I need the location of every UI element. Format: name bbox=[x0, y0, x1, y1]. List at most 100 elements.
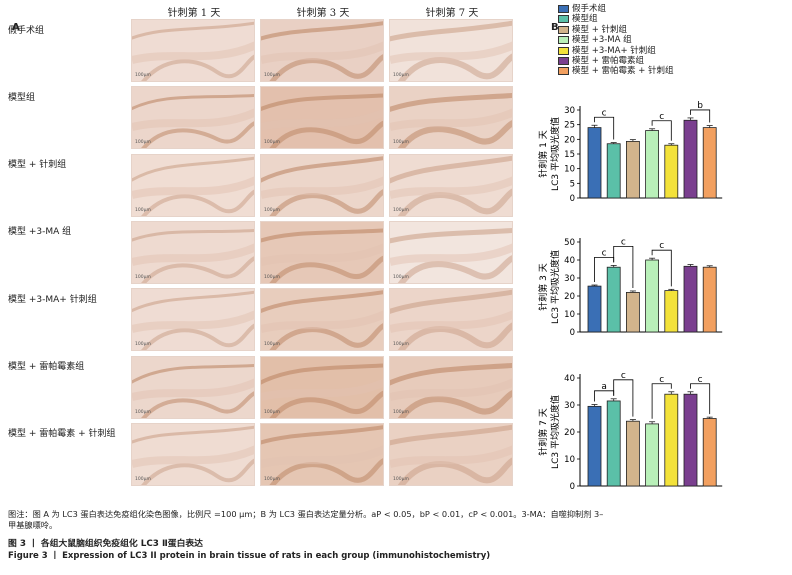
y-tick-label: 5 bbox=[570, 179, 575, 189]
figure-title-cn: 图 3 丨 各组大鼠脑组织免疫组化 LC3 Ⅱ蛋白表达 bbox=[8, 539, 203, 549]
micrograph-tile: 100μm bbox=[260, 153, 384, 217]
bar bbox=[683, 119, 698, 199]
micrograph-tile: 100μm bbox=[131, 288, 255, 352]
scale-bar-label: 100μm bbox=[135, 342, 151, 348]
bar bbox=[664, 290, 679, 333]
bar bbox=[664, 393, 679, 487]
legend-item: 模型 + 针刺组 bbox=[558, 25, 627, 35]
bar bbox=[683, 393, 698, 487]
y-tick-label: 20 bbox=[564, 428, 575, 438]
y-tick-label: 10 bbox=[564, 310, 575, 320]
significance-label: c bbox=[602, 108, 607, 118]
row-label: 模型组 bbox=[8, 92, 36, 103]
scale-bar-label: 100μm bbox=[393, 409, 409, 415]
scale-bar-label: 100μm bbox=[135, 207, 151, 213]
y-tick-label: 25 bbox=[564, 121, 575, 131]
y-tick-label: 20 bbox=[564, 135, 575, 145]
y-tick-label: 40 bbox=[564, 374, 575, 384]
y-tick-label: 40 bbox=[564, 256, 575, 266]
row-label: 模型 + 雷帕霉素组 bbox=[8, 362, 85, 372]
figure-note: 图注：图 A 为 LC3 蛋白表达免疫组化染色图像，比例尺 =100 μm；B … bbox=[8, 509, 788, 531]
bar bbox=[645, 130, 659, 199]
legend-swatch bbox=[558, 25, 569, 34]
y-tick-label: 15 bbox=[564, 150, 575, 160]
scale-bar-label: 100μm bbox=[264, 409, 280, 415]
scale-bar-label: 100μm bbox=[393, 207, 409, 213]
significance-bracket bbox=[690, 383, 711, 415]
legend-label: 模型 + 雷帕霉素 + 针刺组 bbox=[572, 66, 674, 77]
scale-bar-label: 100μm bbox=[393, 274, 409, 280]
legend-item: 模型 +3-MA+ 针刺组 bbox=[558, 46, 656, 56]
legend-label: 模型组 bbox=[572, 14, 598, 25]
panel-a-letter: A bbox=[12, 22, 20, 33]
micrograph-tile: 100μm bbox=[131, 422, 255, 486]
panel-b-letter: B bbox=[551, 22, 559, 33]
legend-label: 模型 + 雷帕霉素组 bbox=[572, 56, 645, 66]
significance-bracket bbox=[690, 109, 711, 123]
legend-item: 模型 + 雷帕霉素 + 针刺组 bbox=[558, 66, 674, 77]
significance-bracket bbox=[613, 379, 634, 417]
significance-bracket bbox=[594, 390, 615, 402]
column-header-day3: 针刺第 3 天 bbox=[296, 8, 350, 19]
micrograph-tile: 100μm bbox=[260, 355, 384, 419]
significance-bracket bbox=[651, 249, 672, 287]
scale-bar-label: 100μm bbox=[135, 73, 151, 78]
micrograph-tile: 100μm bbox=[260, 422, 384, 486]
significance-label: c bbox=[602, 248, 607, 258]
column-header-day1: 针刺第 1 天 bbox=[167, 8, 221, 19]
micrograph-tile: 100μm bbox=[131, 220, 255, 284]
significance-label: c bbox=[659, 112, 664, 122]
scale-bar-label: 100μm bbox=[393, 342, 409, 348]
row-label: 模型 + 雷帕霉素 + 针刺组 bbox=[8, 429, 116, 440]
micrograph-tile: 100μm bbox=[260, 288, 384, 352]
bar bbox=[606, 143, 621, 199]
y-tick-label: 50 bbox=[564, 238, 575, 248]
legend-swatch bbox=[558, 36, 569, 45]
bar bbox=[702, 266, 717, 333]
micrograph-tile: 100μm bbox=[260, 220, 384, 284]
significance-label: c bbox=[659, 375, 664, 385]
scale-bar-label: 100μm bbox=[393, 140, 409, 146]
micrograph-tile: 100μm bbox=[389, 288, 513, 352]
micrograph-tile: 100μm bbox=[389, 86, 513, 150]
y-axis-label-line2: LC3 平均吸光度值 bbox=[549, 395, 561, 469]
legend-swatch bbox=[558, 46, 569, 55]
bar bbox=[702, 418, 717, 487]
bar bbox=[626, 420, 640, 487]
micrograph-tile: 100μm bbox=[389, 19, 513, 82]
significance-label: b bbox=[697, 101, 703, 111]
figure-title-en: Figure 3 丨 Expression of LC3 II protein … bbox=[8, 551, 491, 561]
bar bbox=[645, 259, 659, 333]
legend-label: 假手术组 bbox=[572, 4, 607, 14]
figure-note-line1: 图注：图 A 为 LC3 蛋白表达免疫组化染色图像，比例尺 =100 μm；B … bbox=[8, 509, 604, 519]
significance-bracket bbox=[613, 246, 634, 288]
micrograph-tile: 100μm bbox=[389, 153, 513, 217]
significance-label: c bbox=[698, 375, 703, 385]
bar bbox=[626, 140, 640, 199]
significance-label: c bbox=[621, 371, 626, 381]
bar bbox=[587, 285, 602, 333]
significance-bracket bbox=[651, 120, 672, 141]
y-tick-label: 0 bbox=[570, 328, 575, 338]
y-axis-label-line1: 针刺第 3 天 bbox=[537, 263, 549, 310]
column-header-day7: 针刺第 7 天 bbox=[425, 8, 479, 19]
micrograph-tile: 100μm bbox=[131, 153, 255, 217]
significance-label: c bbox=[659, 241, 664, 251]
scale-bar-label: 100μm bbox=[393, 476, 409, 482]
bar bbox=[587, 405, 602, 487]
bar bbox=[702, 127, 717, 199]
row-label: 模型 +3-MA 组 bbox=[8, 227, 72, 238]
legend-label: 模型 +3-MA 组 bbox=[572, 35, 632, 46]
bar bbox=[606, 400, 621, 487]
scale-bar-label: 100μm bbox=[393, 73, 409, 78]
legend-item: 模型 + 雷帕霉素组 bbox=[558, 56, 645, 66]
row-label: 模型 + 针刺组 bbox=[8, 160, 67, 171]
legend-item: 假手术组 bbox=[558, 4, 607, 14]
scale-bar-label: 100μm bbox=[264, 476, 280, 482]
micrograph-tile: 100μm bbox=[131, 86, 255, 150]
micrograph-tile: 100μm bbox=[131, 19, 255, 82]
y-axis-label-line2: LC3 平均吸光度值 bbox=[549, 250, 561, 324]
significance-bracket bbox=[651, 383, 672, 419]
micrograph-tile: 100μm bbox=[389, 220, 513, 284]
